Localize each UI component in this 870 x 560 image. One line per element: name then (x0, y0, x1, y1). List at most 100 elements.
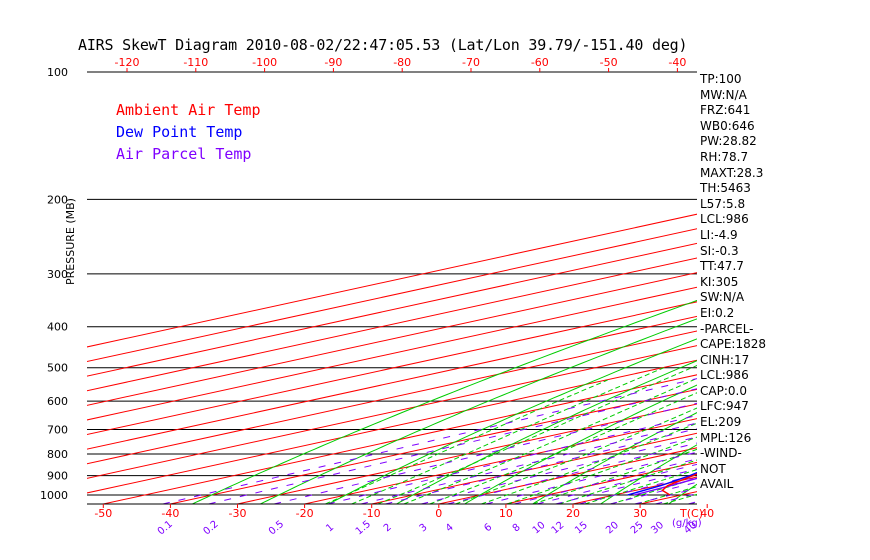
mixing-ratio-label: 0.2 (201, 519, 220, 538)
top-temp-tick-label: -50 (600, 56, 618, 69)
stat-item: CAP:0.0 (700, 383, 747, 398)
moist-adiabat (403, 377, 697, 504)
stat-item: TT:47.7 (700, 259, 744, 274)
mixing-ratio-unit-label: (g/kg) (672, 518, 702, 529)
mixing-ratio-label: 4 (444, 522, 456, 535)
stat-item: RH:78.7 (700, 149, 749, 164)
mixing-ratio-line (162, 378, 697, 504)
pressure-tick-label: 300 (47, 268, 68, 281)
dry-adiabat (668, 483, 697, 504)
pressure-tick-label: 400 (47, 321, 68, 334)
top-temp-tick-label: -120 (115, 56, 140, 69)
mixing-ratio-label: 0.5 (267, 519, 286, 538)
stat-item: MPL:126 (700, 430, 752, 445)
top-temp-tick-label: -90 (324, 56, 342, 69)
isotherm-line (170, 388, 697, 504)
pressure-tick-label: 200 (47, 193, 68, 206)
isotherm-line (371, 432, 697, 504)
top-temp-tick-label: -60 (531, 56, 549, 69)
mixing-ratio-line (421, 436, 697, 504)
isotherm-line (87, 345, 697, 479)
isotherm-line (87, 213, 697, 348)
stat-item: TP:100 (700, 72, 742, 86)
mixing-ratio-label: 20 (604, 520, 621, 537)
bottom-temp-tick-label: -20 (296, 507, 314, 520)
isotherm-line (237, 403, 697, 504)
mixing-ratio-line (327, 414, 697, 504)
profile-series (627, 471, 697, 496)
mixing-ratio-label: 10 (531, 520, 548, 537)
bottom-temp-tick-label: -30 (229, 507, 247, 520)
isotherm-line (87, 272, 697, 406)
bottom-temp-tick-label: -10 (363, 507, 381, 520)
moist-adiabat (663, 493, 697, 504)
pressure-tick-label: 500 (47, 362, 68, 375)
mixing-ratio-label: 2 (382, 522, 394, 535)
stat-item: -PARCEL- (700, 321, 754, 336)
dry-adiabat (192, 299, 697, 504)
dry-adiabat (600, 444, 697, 504)
pressure-tick-label: 900 (47, 470, 68, 483)
moist-adiabat (455, 407, 697, 504)
mixing-ratio-label: 0.1 (156, 519, 175, 538)
moist-adiabat (377, 364, 697, 504)
dewpoint-line (627, 471, 697, 496)
stat-item: L57:5.8 (700, 196, 746, 211)
mixing-ratio-label: 30 (649, 520, 666, 537)
pressure-tick-label: 1000 (40, 489, 68, 502)
stat-item: LI:-4.9 (700, 227, 738, 242)
stat-item: MW:N/A (700, 87, 747, 102)
stat-item: KI:305 (700, 274, 739, 289)
top-temp-tick-label: -70 (462, 56, 480, 69)
top-temp-tick-label: -110 (183, 56, 208, 69)
mixing-ratio-label: 12 (550, 520, 567, 537)
stat-item: SI:-0.3 (700, 243, 739, 258)
dry-adiabat (805, 72, 870, 504)
stat-item: SW:N/A (700, 290, 745, 305)
legend-ambient: Ambient Air Temp (116, 101, 261, 119)
mixing-ratio-line (360, 422, 697, 504)
pressure-tick-label: 600 (47, 395, 68, 408)
mixing-ratio-label: 3 (418, 522, 430, 535)
y-axis-label: PRESSURE (MB) (64, 198, 77, 285)
bottom-temp-tick-label: 20 (566, 507, 580, 520)
mixing-ratio-line (514, 458, 697, 504)
moist-adiabat (429, 392, 697, 504)
pressure-tick-label: 700 (47, 424, 68, 437)
isotherm-line (87, 242, 697, 377)
ambient-temp-line (661, 473, 697, 496)
stat-item: EI:0.2 (700, 305, 735, 320)
bottom-temp-tick-label: -40 (161, 507, 179, 520)
isotherm-line (87, 359, 697, 494)
isotherm-line (304, 418, 697, 504)
mixing-ratio-label: 8 (511, 522, 523, 535)
isotherm-line (87, 301, 697, 436)
mixing-ratio-line (273, 402, 697, 504)
stat-item: LCL:986 (700, 212, 749, 227)
bottom-temp-tick-label: -50 (94, 507, 112, 520)
stat-item: EL:209 (700, 415, 742, 430)
bottom-temp-tick-label: 0 (435, 507, 442, 520)
stat-item: WB0:646 (700, 118, 755, 133)
top-temp-tick-label: -100 (252, 56, 277, 69)
legend-parcel: Air Parcel Temp (116, 145, 252, 163)
isotherm-line (87, 286, 697, 421)
dry-adiabat (260, 318, 697, 504)
moist-adiabat (481, 422, 697, 504)
stat-item: PW:28.82 (700, 134, 757, 149)
mixing-ratio-label: 1 (324, 522, 336, 535)
chart-title: AIRS SkewT Diagram 2010-08-02/22:47:05.5… (78, 36, 688, 54)
isotherm-line (774, 72, 870, 504)
isotherm-line (87, 228, 697, 363)
moist-adiabat (351, 367, 665, 504)
bottom-temp-tick-label: 10 (499, 507, 513, 520)
stat-item: FRZ:641 (700, 103, 751, 118)
stat-item: TH:5463 (700, 181, 751, 196)
stat-item: MAXT:28.3 (700, 165, 764, 180)
stat-item: NOT (700, 461, 726, 476)
top-temp-tick-label: -40 (668, 56, 686, 69)
pressure-tick-label: 800 (47, 448, 68, 461)
dry-adiabat (328, 338, 697, 504)
